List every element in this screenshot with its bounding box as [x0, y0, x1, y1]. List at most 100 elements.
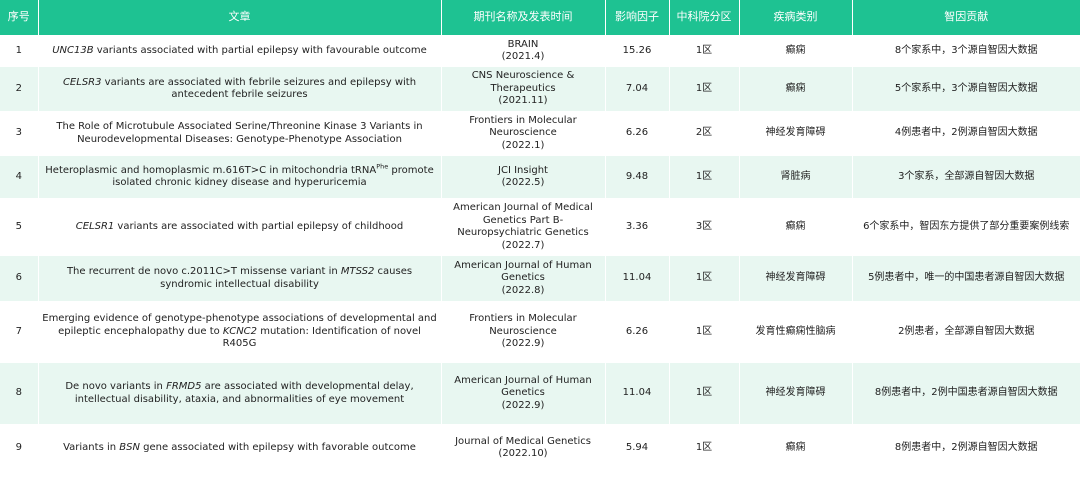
journal-cell: American Journal of Human Genetics (2022.… [441, 256, 606, 301]
table-row: 5 CELSR1 variants are associated with pa… [0, 198, 1080, 256]
row-index: 9 [0, 424, 39, 472]
header-impact-factor: 影响因子 [605, 0, 670, 35]
row-index: 8 [0, 363, 39, 424]
article-title: UNC13B variants associated with partial … [38, 35, 442, 67]
disease-category: 神经发育障碍 [739, 111, 853, 156]
cas-zone: 2区 [669, 111, 740, 156]
article-title: The Role of Microtubule Associated Serin… [38, 111, 442, 156]
cas-zone: 1区 [669, 424, 740, 472]
table-row: 9 Variants in BSN gene associated with e… [0, 424, 1080, 472]
title-text: variants associated with partial epileps… [93, 44, 427, 56]
title-text-tail: are associated with developmental delay,… [74, 381, 414, 405]
table-row: 6 The recurrent de novo c.2011C>T missen… [0, 256, 1080, 301]
title-text: The recurrent de novo c.2011C>T missense… [66, 266, 341, 277]
journal-cell: BRAIN (2021.4) [441, 35, 606, 67]
impact-factor: 6.26 [605, 111, 670, 156]
publish-date: (2022.9) [501, 338, 545, 350]
journal-name: CNS Neuroscience & Therapeutics [471, 70, 575, 94]
publish-date: (2021.11) [498, 95, 548, 107]
cas-zone: 1区 [669, 363, 740, 424]
disease-category: 癫痫 [739, 424, 853, 472]
cas-zone: 1区 [669, 156, 740, 198]
gene-name: KCNC2 [222, 325, 258, 337]
title-text-tail: promote isolated chronic kidney disease … [112, 164, 434, 189]
journal-cell: Journal of Medical Genetics (2022.10) [441, 424, 606, 472]
cas-zone: 1区 [669, 67, 740, 111]
contribution: 8例患者中，2例中国患者源自智因大数据 [852, 363, 1080, 424]
gene-name: CELSR1 [75, 220, 115, 232]
gene-name: BSN [119, 441, 140, 453]
journal-cell: Frontiers in Molecular Neuroscience (2022… [441, 111, 606, 156]
journal-name: Frontiers in Molecular Neuroscience [469, 313, 577, 337]
header-contribution: 智因贡献 [852, 0, 1080, 35]
row-index: 6 [0, 256, 39, 301]
title-text-tail: causes syndromic intellectual disability [160, 266, 413, 290]
contribution: 5例患者中，唯一的中国患者源自智因大数据 [852, 256, 1080, 301]
table-row: 7 Emerging evidence of genotype-phenotyp… [0, 301, 1080, 363]
gene-name: UNC13B [52, 44, 94, 56]
journal-cell: JCI Insight (2022.5) [441, 156, 606, 198]
header-journal: 期刊名称及发表时间 [441, 0, 606, 35]
contribution: 6个家系中，智因东方提供了部分重要案例线索 [852, 198, 1080, 256]
impact-factor: 11.04 [605, 256, 670, 301]
title-text: variants are associated with partial epi… [114, 220, 404, 232]
publish-date: (2022.1) [501, 139, 545, 151]
cas-zone: 1区 [669, 35, 740, 67]
gene-name: CELSR3 [62, 76, 102, 88]
gene-name: MTSS2 [340, 266, 375, 277]
table-row: 3 The Role of Microtubule Associated Ser… [0, 111, 1080, 156]
disease-category: 癫痫 [739, 67, 853, 111]
row-index: 1 [0, 35, 39, 67]
cas-zone: 1区 [669, 256, 740, 301]
contribution: 8例患者中，2例源自智因大数据 [852, 424, 1080, 472]
header-article: 文章 [38, 0, 442, 35]
title-text-tail: gene associated with epilepsy with favor… [139, 441, 416, 453]
title-text: Variants in [63, 441, 120, 453]
disease-category: 神经发育障碍 [739, 256, 853, 301]
cas-zone: 3区 [669, 198, 740, 256]
journal-cell: American Journal of Medical Genetics Par… [441, 198, 606, 256]
title-text: Emerging evidence of genotype-phenotype … [42, 313, 437, 337]
contribution: 3个家系，全部源自智因大数据 [852, 156, 1080, 198]
gene-name: FRMD5 [166, 381, 202, 392]
journal-name: American Journal of Medical Genetics Par… [453, 202, 593, 238]
contribution: 4例患者中，2例源自智因大数据 [852, 111, 1080, 156]
journal-name: BRAIN [507, 38, 539, 50]
table-row: 4 Heteroplasmic and homoplasmic m.616T>C… [0, 156, 1080, 198]
disease-category: 神经发育障碍 [739, 363, 853, 424]
journal-cell: CNS Neuroscience & Therapeutics (2021.11) [441, 67, 606, 111]
disease-category: 肾脏病 [739, 156, 853, 198]
disease-category: 癫痫 [739, 198, 853, 256]
impact-factor: 5.94 [605, 424, 670, 472]
row-index: 4 [0, 156, 39, 198]
impact-factor: 7.04 [605, 67, 670, 111]
contribution: 5个家系中，3个源自智因大数据 [852, 67, 1080, 111]
journal-name: American Journal of Human Genetics [454, 259, 592, 284]
publish-date: (2022.7) [501, 239, 545, 251]
article-title: De novo variants in FRMD5 are associated… [38, 363, 442, 424]
impact-factor: 3.36 [605, 198, 670, 256]
header-row: 序号 文章 期刊名称及发表时间 影响因子 中科院分区 疾病类别 智因贡献 [0, 0, 1080, 35]
title-text-tail: mutation: Identification of novel R405G [222, 325, 421, 350]
title-text: The Role of Microtubule Associated Serin… [56, 121, 423, 145]
impact-factor: 11.04 [605, 363, 670, 424]
header-index: 序号 [0, 0, 39, 35]
row-index: 7 [0, 301, 39, 363]
row-index: 5 [0, 198, 39, 256]
cas-zone: 1区 [669, 301, 740, 363]
article-title: CELSR1 variants are associated with part… [38, 198, 442, 256]
journal-name: JCI Insight [498, 164, 548, 176]
publish-date: (2022.5) [501, 177, 545, 188]
publish-date: (2022.10) [498, 448, 548, 459]
publish-date: (2022.8) [501, 284, 545, 296]
table-row: 1 UNC13B variants associated with partia… [0, 35, 1080, 67]
journal-name: American Journal of Human Genetics [454, 374, 592, 399]
row-index: 3 [0, 111, 39, 156]
contribution: 2例患者，全部源自智因大数据 [852, 301, 1080, 363]
title-text: Heteroplasmic and homoplasmic m.616T>C i… [45, 164, 377, 176]
journal-cell: Frontiers in Molecular Neuroscience (2022… [441, 301, 606, 363]
article-title: Variants in BSN gene associated with epi… [38, 424, 442, 472]
title-text: De novo variants in [65, 381, 167, 392]
impact-factor: 9.48 [605, 156, 670, 198]
